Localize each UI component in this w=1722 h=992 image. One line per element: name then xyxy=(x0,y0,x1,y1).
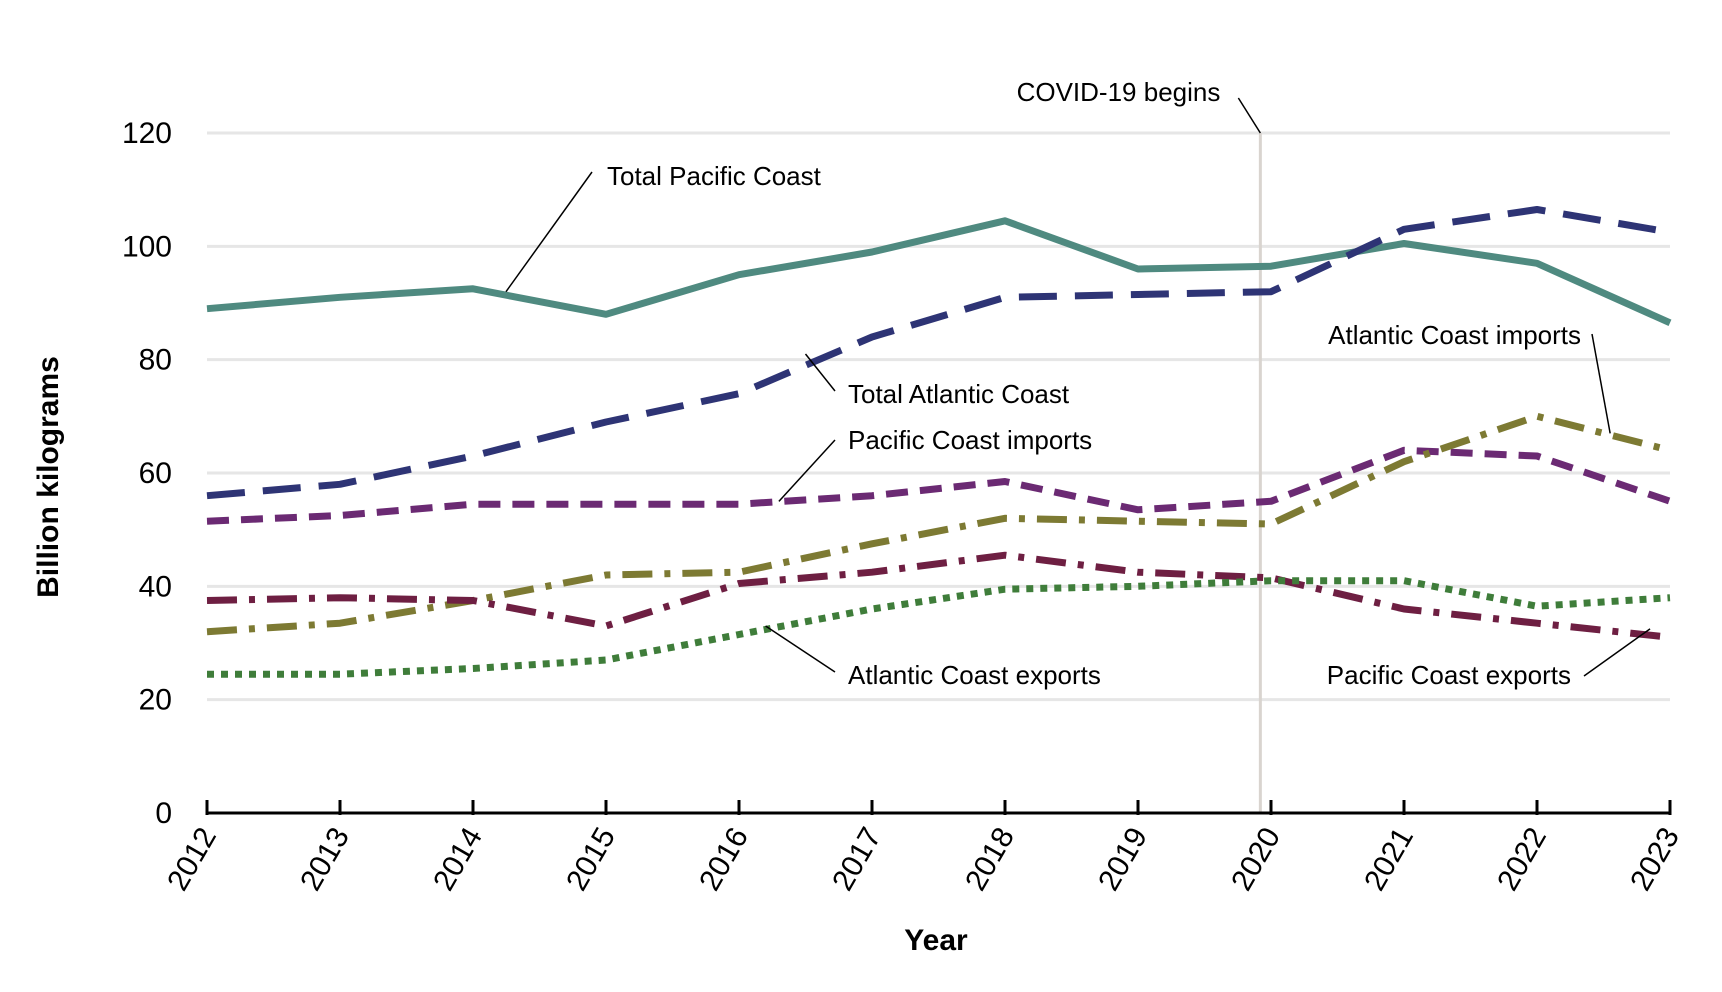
y-tick-label: 20 xyxy=(139,684,172,717)
series-label-total-atlantic-coast: Total Atlantic Coast xyxy=(848,379,1070,409)
series-lines xyxy=(206,206,1672,678)
x-tick-label: 2018 xyxy=(959,822,1021,896)
x-tick-label: 2013 xyxy=(294,822,356,896)
x-tick-label: 2023 xyxy=(1624,822,1686,896)
series-line-atlantic-coast-imports xyxy=(206,412,1671,636)
series-label-total-pacific-coast: Total Pacific Coast xyxy=(607,161,822,191)
x-tick-label: 2020 xyxy=(1225,822,1287,896)
series-label-pacific-coast-imports: Pacific Coast imports xyxy=(848,425,1092,455)
y-tick-label: 80 xyxy=(139,344,172,377)
series-label-atlantic-coast-exports: Atlantic Coast exports xyxy=(848,660,1101,690)
covid-annotation: COVID-19 begins xyxy=(1017,77,1262,813)
series-label-atlantic-coast-imports: Atlantic Coast imports xyxy=(1328,320,1581,350)
gridlines xyxy=(207,131,1670,702)
x-tick-label: 2019 xyxy=(1092,822,1154,896)
covid-leader-line xyxy=(1237,97,1261,134)
axes: 0 20 40 60 80 100 120 2012 2013 2014 2015 2016 2017 2… xyxy=(122,117,1686,896)
series-line-atlantic-coast-exports xyxy=(207,577,1671,678)
label-leader-line xyxy=(804,353,836,392)
label-leader-line xyxy=(778,439,836,502)
x-tick-label: 2015 xyxy=(560,822,622,896)
y-tick-label: 100 xyxy=(122,230,172,263)
series-labels: Total Pacific Coast Total Atlantic Coast P… xyxy=(505,161,1651,690)
covid-label: COVID-19 begins xyxy=(1017,77,1221,107)
x-tick-label: 2014 xyxy=(427,822,489,896)
y-tick-label: 120 xyxy=(122,117,172,150)
x-tick-label: 2022 xyxy=(1491,822,1553,896)
label-leader-line xyxy=(1583,628,1651,677)
label-leader-line xyxy=(1591,333,1611,434)
x-tick-label: 2016 xyxy=(693,822,755,896)
series-line-pacific-coast-exports xyxy=(206,551,1671,641)
x-tick-label: 2017 xyxy=(826,822,888,896)
y-tick-label: 60 xyxy=(139,457,172,490)
series-line-total-pacific-coast xyxy=(206,217,1672,326)
x-tick-label: 2012 xyxy=(161,822,223,896)
y-tick-label: 0 xyxy=(155,797,172,830)
series-label-pacific-coast-exports: Pacific Coast exports xyxy=(1327,660,1571,690)
y-axis-title: Billion kilograms xyxy=(32,356,65,598)
x-axis-title: Year xyxy=(904,924,968,957)
series-line-total-atlantic-coast xyxy=(206,206,1671,500)
label-leader-line xyxy=(765,625,836,673)
label-leader-line xyxy=(505,171,593,293)
x-tick-label: 2021 xyxy=(1358,822,1420,896)
y-tick-label: 40 xyxy=(139,570,172,603)
series-line-pacific-coast-imports xyxy=(206,446,1672,525)
